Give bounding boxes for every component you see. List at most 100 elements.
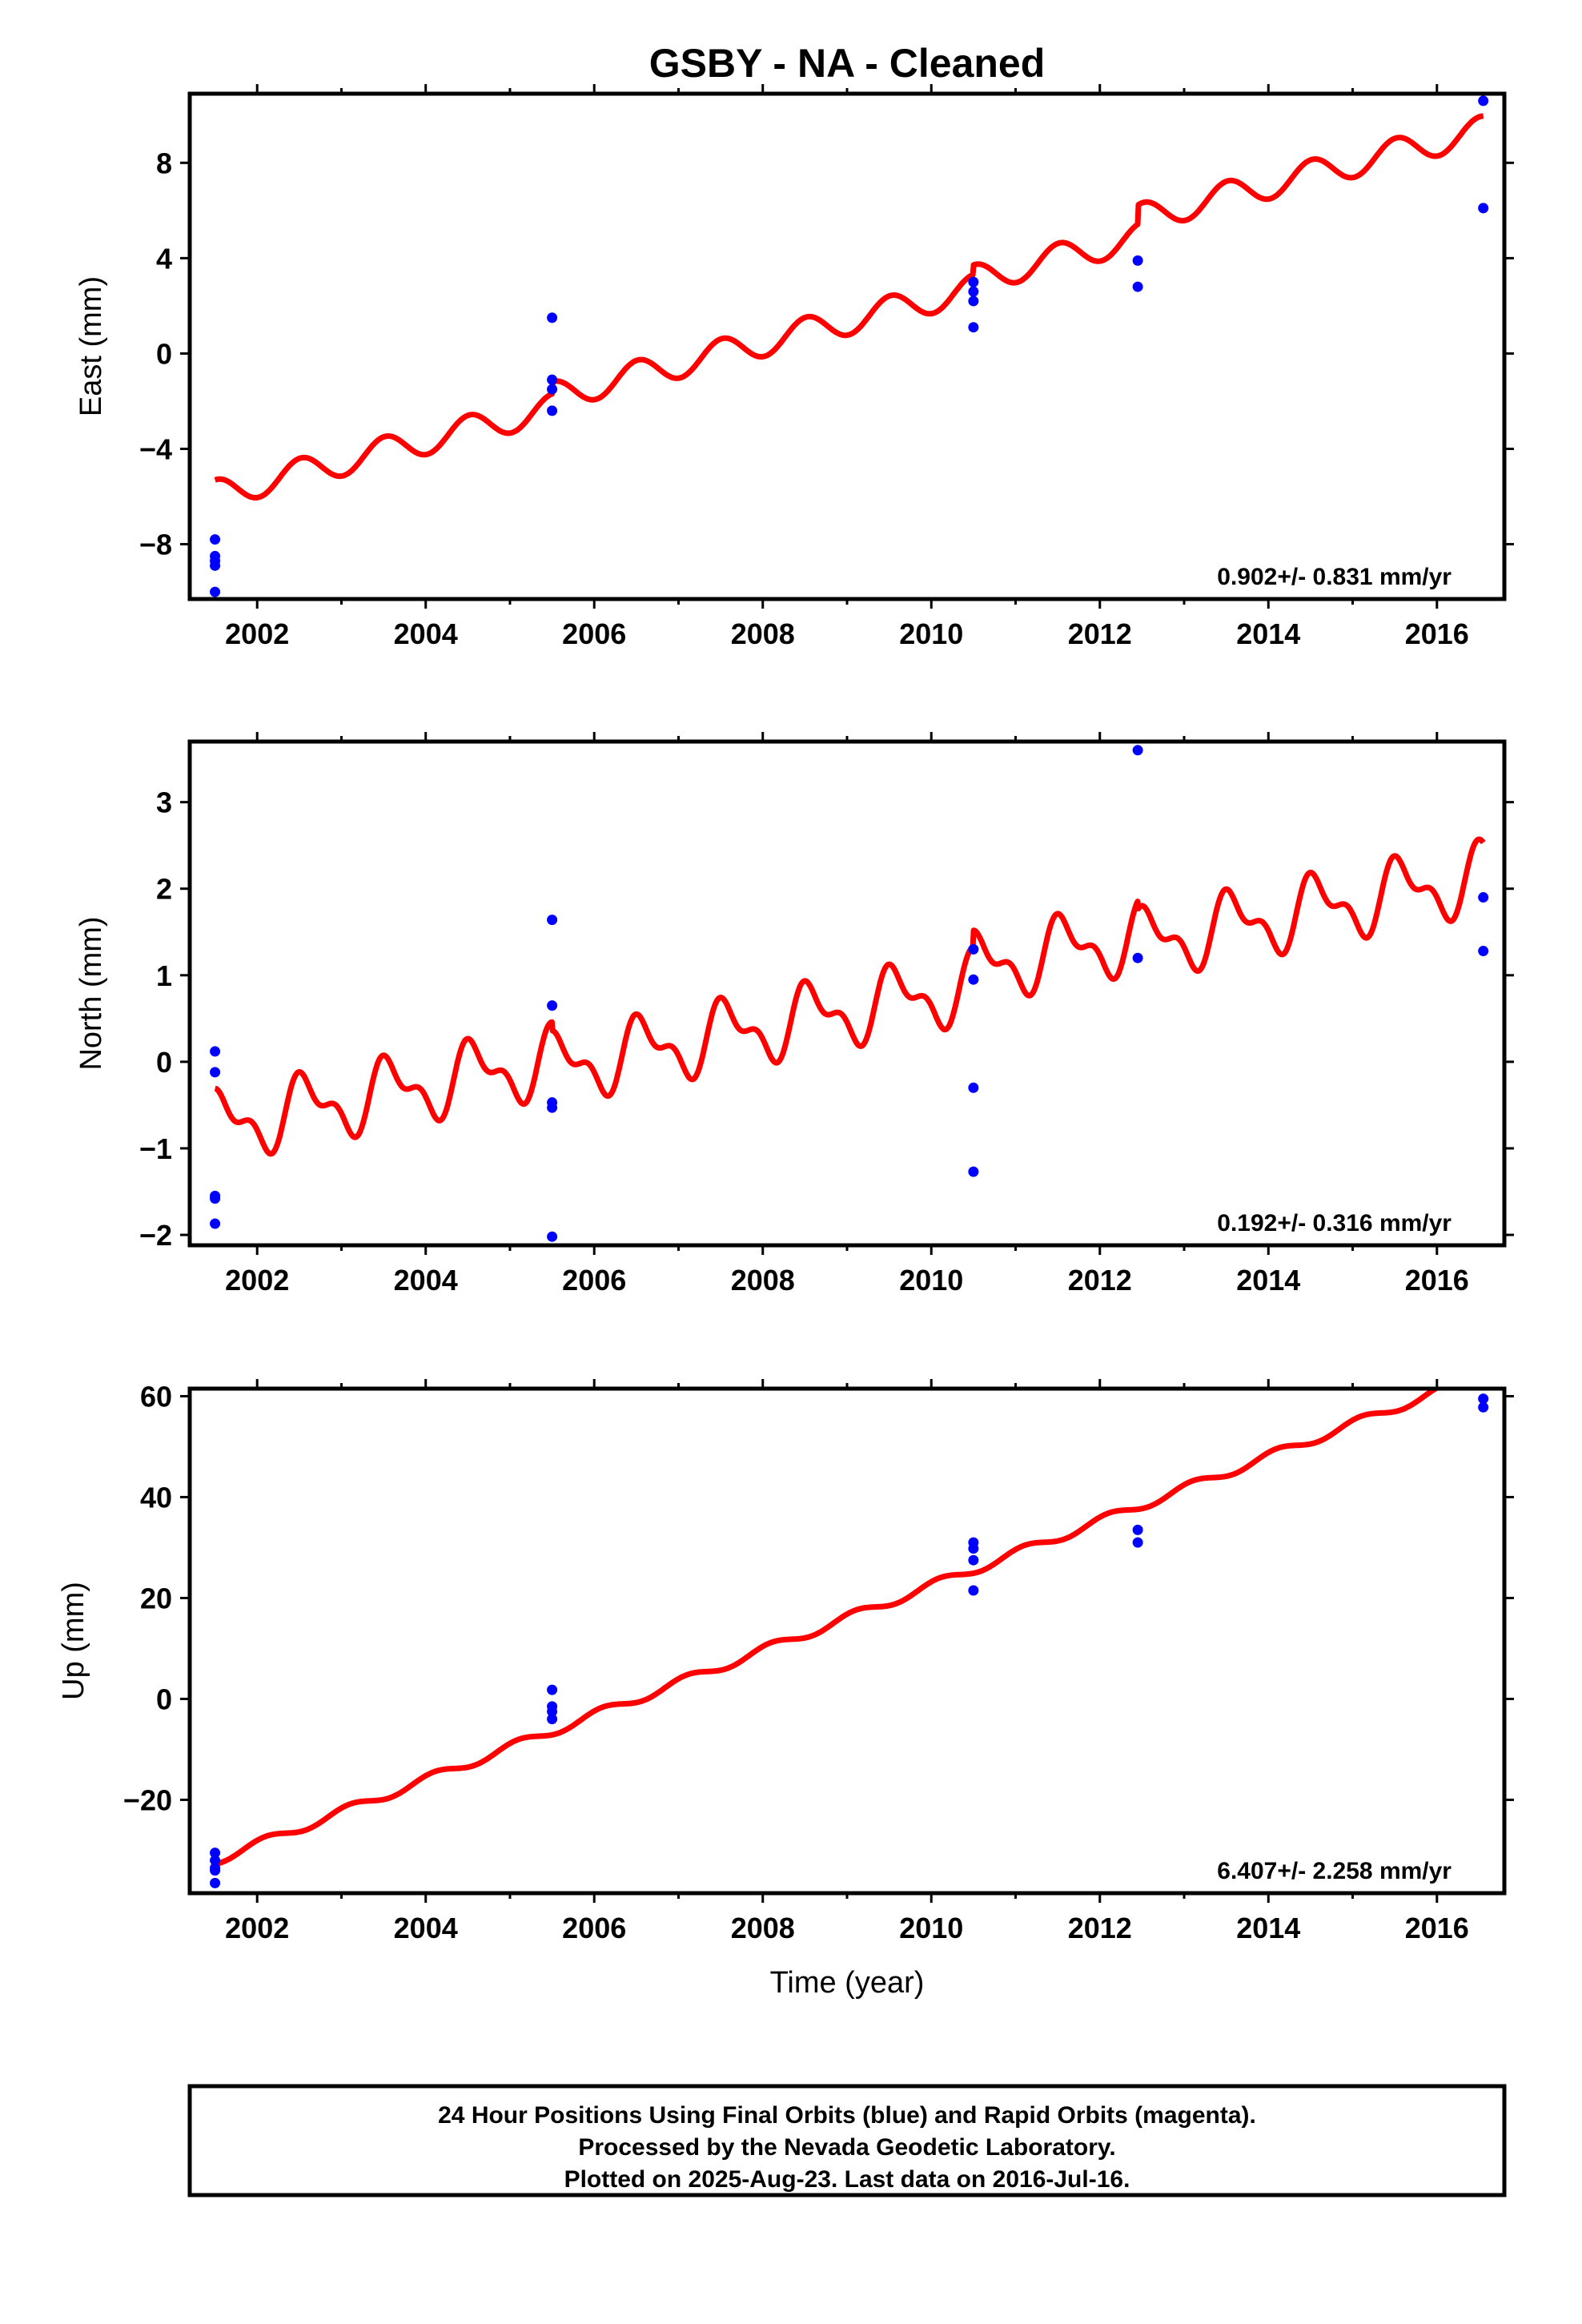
up-data-point-11 bbox=[968, 1554, 979, 1566]
up-data-point-16 bbox=[1478, 1401, 1489, 1413]
up-data-point-13 bbox=[1132, 1524, 1143, 1535]
east-data-point-11 bbox=[968, 296, 979, 307]
north-data-point-6 bbox=[547, 1000, 558, 1011]
east-data-point-9 bbox=[968, 276, 979, 287]
up-ytick-label-1: 0 bbox=[156, 1683, 172, 1715]
up-data-point-14 bbox=[1132, 1537, 1143, 1548]
up-data-point-7 bbox=[547, 1706, 558, 1717]
east-data-point-15 bbox=[1478, 95, 1489, 107]
east-ytick-label-2: 0 bbox=[156, 337, 172, 370]
up-data-point-4 bbox=[210, 1877, 221, 1888]
north-data-point-10 bbox=[968, 943, 979, 955]
north-data-point-15 bbox=[1132, 952, 1143, 963]
north-data-point-9 bbox=[547, 1231, 558, 1242]
north-ytick-label-5: 3 bbox=[156, 786, 172, 819]
north-ytick-label-0: −2 bbox=[139, 1219, 172, 1252]
north-data-point-4 bbox=[210, 1218, 221, 1229]
footer-line-2: Processed by the Nevada Geodetic Laborat… bbox=[578, 2134, 1115, 2161]
north-data-point-5 bbox=[547, 915, 558, 926]
north-panel: 2002 2004 2006 2008 2010 2012 2014 2016 −2 −1 0 1 2 3… bbox=[74, 732, 1514, 1297]
north-xtick-label-0: 2002 bbox=[225, 1264, 289, 1297]
east-data-point-3 bbox=[210, 560, 221, 571]
north-ytick-label-2: 0 bbox=[156, 1046, 172, 1079]
north-model-curve bbox=[213, 836, 1486, 1157]
north-data-point-16 bbox=[1478, 892, 1489, 903]
up-data-point-10 bbox=[968, 1543, 979, 1554]
east-data-point-16 bbox=[1478, 203, 1489, 214]
north-data-point-3 bbox=[210, 1193, 221, 1204]
east-data-point-13 bbox=[1132, 255, 1143, 266]
east-data-point-6 bbox=[547, 374, 558, 385]
up-ytick-label-3: 40 bbox=[140, 1481, 172, 1514]
north-xtick-label-1: 2004 bbox=[394, 1264, 458, 1297]
east-ytick-label-0: −8 bbox=[139, 529, 172, 561]
east-rate-label: 0.902+/- 0.831 mm/yr bbox=[1217, 564, 1452, 590]
north-data-point-17 bbox=[1478, 946, 1489, 957]
north-xtick-label-4: 2010 bbox=[899, 1264, 963, 1297]
east-xtick-label-0: 2002 bbox=[225, 617, 289, 650]
east-xtick-label-3: 2008 bbox=[731, 617, 795, 650]
x-axis-label: Time (year) bbox=[770, 1966, 925, 2000]
east-data-point-5 bbox=[547, 312, 558, 324]
up-data-point-15 bbox=[1478, 1393, 1489, 1405]
up-plot-frame bbox=[187, 1386, 1507, 1896]
footer-line-3: Plotted on 2025-Aug-23. Last data on 201… bbox=[564, 2166, 1130, 2193]
up-xtick-label-0: 2002 bbox=[225, 1912, 289, 1944]
east-xtick-label-7: 2016 bbox=[1405, 617, 1469, 650]
north-rate-label: 0.192+/- 0.316 mm/yr bbox=[1217, 1210, 1452, 1236]
east-xtick-label-2: 2006 bbox=[562, 617, 626, 650]
north-ytick-label-1: −1 bbox=[139, 1132, 172, 1165]
up-ytick-label-4: 60 bbox=[140, 1380, 172, 1413]
north-data-point-13 bbox=[968, 1166, 979, 1177]
east-data-point-8 bbox=[547, 405, 558, 416]
up-data-point-12 bbox=[968, 1585, 979, 1596]
north-ytick-label-4: 2 bbox=[156, 873, 172, 906]
east-data-point-12 bbox=[968, 322, 979, 333]
north-xtick-label-6: 2014 bbox=[1236, 1264, 1300, 1297]
up-panel: 2002 2004 2006 2008 2010 2012 2014 2016 −20 0 20 40… bbox=[57, 1379, 1514, 1944]
up-xtick-label-5: 2012 bbox=[1068, 1912, 1132, 1944]
east-xtick-label-1: 2004 bbox=[394, 617, 458, 650]
up-xtick-label-2: 2006 bbox=[562, 1912, 626, 1944]
up-data-point-8 bbox=[547, 1714, 558, 1725]
north-data-point-11 bbox=[968, 974, 979, 985]
east-data-point-4 bbox=[210, 586, 221, 597]
north-xtick-label-3: 2008 bbox=[731, 1264, 795, 1297]
up-xtick-label-6: 2014 bbox=[1236, 1912, 1300, 1944]
up-rate-label: 6.407+/- 2.258 mm/yr bbox=[1217, 1858, 1452, 1884]
east-data-point-14 bbox=[1132, 281, 1143, 292]
up-model-curve bbox=[213, 1389, 1442, 1868]
up-xtick-label-7: 2016 bbox=[1405, 1912, 1469, 1944]
east-xtick-label-6: 2014 bbox=[1236, 617, 1300, 650]
north-y-axis-label: North (mm) bbox=[74, 916, 108, 1070]
east-model-curve bbox=[213, 113, 1486, 501]
north-data-point-0 bbox=[210, 1046, 221, 1057]
east-panel: 2002 2004 2006 2008 2010 2012 2014 2016 −8 −4 0 4 8 E… bbox=[74, 84, 1514, 650]
up-xtick-label-3: 2008 bbox=[731, 1912, 795, 1944]
up-ytick-label-0: −20 bbox=[123, 1783, 172, 1816]
east-data-point-7 bbox=[547, 384, 558, 395]
east-data-point-10 bbox=[968, 286, 979, 297]
footer-line-1: 24 Hour Positions Using Final Orbits (bl… bbox=[438, 2102, 1256, 2129]
east-data-point-0 bbox=[210, 534, 221, 545]
north-data-point-14 bbox=[1132, 745, 1143, 756]
up-xtick-label-1: 2004 bbox=[394, 1912, 458, 1944]
north-xtick-label-2: 2006 bbox=[562, 1264, 626, 1297]
north-xtick-label-7: 2016 bbox=[1405, 1264, 1469, 1297]
north-xtick-label-5: 2012 bbox=[1068, 1264, 1132, 1297]
up-data-point-5 bbox=[547, 1684, 558, 1695]
east-plot-frame bbox=[187, 91, 1507, 601]
footer-box bbox=[187, 2084, 1507, 2197]
north-plot-frame bbox=[187, 739, 1507, 1248]
east-y-axis-label: East (mm) bbox=[74, 276, 108, 416]
north-data-point-1 bbox=[210, 1067, 221, 1078]
north-data-point-8 bbox=[547, 1102, 558, 1113]
east-ytick-label-3: 4 bbox=[156, 242, 172, 275]
up-y-axis-label: Up (mm) bbox=[57, 1582, 90, 1700]
east-xtick-label-4: 2010 bbox=[899, 617, 963, 650]
north-ytick-label-3: 1 bbox=[156, 959, 172, 992]
north-data-point-12 bbox=[968, 1082, 979, 1093]
up-data-point-0 bbox=[210, 1848, 221, 1859]
up-data-point-1 bbox=[210, 1855, 221, 1866]
